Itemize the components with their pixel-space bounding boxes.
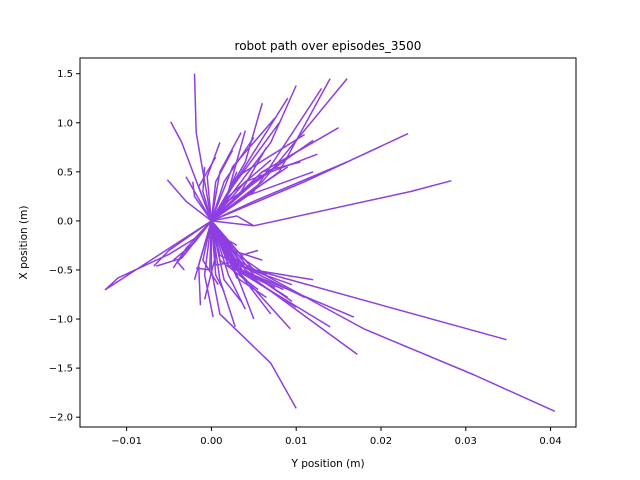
path-line-19	[210, 220, 246, 310]
path-line-34	[210, 220, 267, 299]
y-tick-label: −1.5	[49, 364, 73, 375]
path-line-58	[192, 181, 213, 222]
path-line-76	[211, 215, 255, 227]
path-lines	[104, 73, 556, 412]
path-line-53	[211, 132, 409, 222]
x-tick-label: 0.01	[285, 436, 307, 447]
path-line-1	[210, 220, 297, 409]
x-tick-label: 0.00	[200, 436, 222, 447]
path-line-38	[196, 220, 213, 271]
y-tick-label: 1.5	[57, 69, 73, 80]
path-line-72	[197, 156, 217, 222]
path-line-26	[210, 220, 284, 291]
chart-title: robot path over episodes_3500	[235, 39, 422, 53]
x-tick-label: 0.03	[455, 436, 477, 447]
y-tick-label: 0.0	[57, 216, 73, 227]
path-line-10	[203, 220, 214, 318]
x-tick-label: 0.04	[539, 436, 561, 447]
path-line-73	[210, 133, 306, 222]
path-line-12	[153, 220, 212, 267]
path-line-36	[210, 220, 293, 303]
path-line-35	[210, 220, 253, 273]
path-line-56	[166, 179, 212, 222]
path-line-29	[202, 220, 219, 286]
path-line-60	[210, 132, 242, 222]
path-line-61	[210, 137, 255, 222]
x-axis-label: Y position (m)	[290, 458, 364, 470]
y-tick-label: −2.0	[49, 413, 73, 424]
path-line-67	[210, 149, 234, 221]
path-line-31	[172, 220, 212, 269]
path-line-70	[210, 151, 297, 222]
path-line-55	[211, 179, 452, 227]
y-tick-label: 0.5	[57, 167, 73, 178]
y-tick-label: 1.0	[57, 118, 73, 129]
path-line-27	[210, 220, 242, 302]
path-line-40	[210, 220, 233, 266]
x-tick-label: −0.01	[111, 436, 142, 447]
path-line-54	[211, 161, 348, 222]
y-tick-label: −1.0	[49, 315, 73, 326]
path-line-68	[206, 142, 221, 221]
path-line-75	[210, 171, 314, 222]
x-tick-label: 0.02	[370, 436, 392, 447]
path-line-39	[210, 220, 259, 257]
x-axis-ticks: −0.01 0.00 0.01 0.02 0.03 0.04	[111, 427, 562, 447]
path-line-74	[210, 117, 276, 222]
y-axis-ticks: −2.0 −1.5 −1.0 −0.5 0.0 0.5 1.0 1.5	[49, 69, 80, 424]
plot-frame	[79, 57, 577, 428]
y-tick-label: −0.5	[49, 265, 73, 276]
path-line-41	[193, 73, 213, 222]
y-axis-label: X position (m)	[18, 206, 30, 280]
